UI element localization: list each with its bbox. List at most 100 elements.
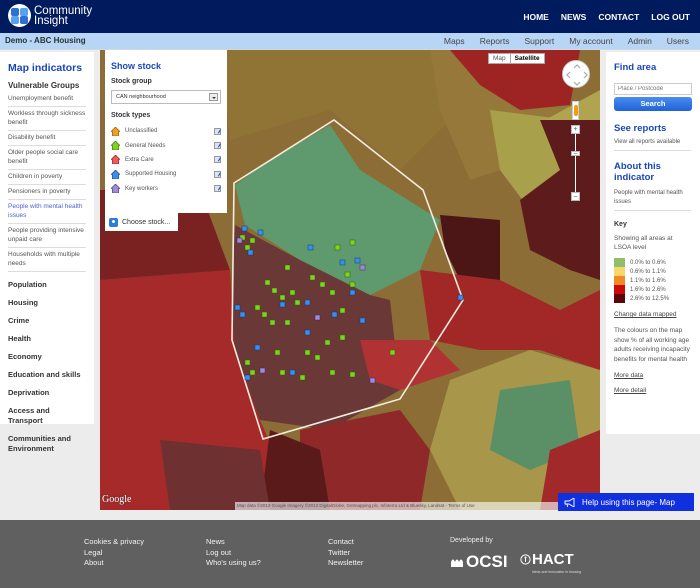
category-crime[interactable]: Crime <box>8 316 30 325</box>
indicator-workless-sickness[interactable]: Workless through sickness benefit <box>8 107 86 131</box>
footer-logout-link[interactable]: Log out <box>206 547 232 557</box>
subnav-my-account[interactable]: My account <box>569 36 613 46</box>
map-attribution[interactable]: Map data ©2013 Google Imagery ©2013 Digi… <box>235 502 598 510</box>
stock-type-key-workers[interactable]: Key workers <box>111 182 221 196</box>
footer-twitter-link[interactable]: Twitter <box>328 547 351 557</box>
map-type-satellite[interactable]: Satellite <box>509 54 544 63</box>
more-data-link[interactable]: More data <box>614 372 644 379</box>
change-data-link[interactable]: Change data mapped <box>614 311 677 318</box>
category-education[interactable]: Education and skills <box>8 370 81 379</box>
about-indicator-title: About this indicator <box>614 161 661 183</box>
indicator-unpaid-care[interactable]: People providing intensive unpaid care <box>8 224 86 248</box>
category-housing[interactable]: Housing <box>8 298 38 307</box>
hact-text: HACT <box>532 551 574 568</box>
zoom-control: + – – <box>571 125 580 201</box>
indicator-older-people-care[interactable]: Older people social care benefit <box>8 146 86 170</box>
category-health[interactable]: Health <box>8 334 31 343</box>
category-population[interactable]: Population <box>8 280 47 289</box>
zoom-in-button[interactable]: + <box>571 125 580 134</box>
stock-type-label: Key workers <box>125 185 159 192</box>
subnav-users[interactable]: Users <box>666 36 689 46</box>
view-all-reports-link[interactable]: View all reports available <box>614 138 691 151</box>
stock-type-supported-housing[interactable]: Supported Housing <box>111 167 221 181</box>
place-postcode-input[interactable] <box>614 83 692 95</box>
stock-type-extra-care[interactable]: Extra Care <box>111 153 221 167</box>
checkbox-supported-housing[interactable] <box>214 170 221 178</box>
nav-logout[interactable]: LOG OUT <box>651 12 690 22</box>
more-detail-link[interactable]: More detail <box>614 387 647 394</box>
indicator-multiple-needs[interactable]: Households with multiple needs <box>8 248 86 272</box>
legend-swatch <box>614 294 625 303</box>
stock-type-general-needs[interactable]: General Needs <box>111 138 221 152</box>
subnav-admin[interactable]: Admin <box>627 36 652 46</box>
logo[interactable]: Community Insight <box>8 4 92 27</box>
indicator-pensioners-poverty[interactable]: Pensioners in poverty <box>8 185 86 200</box>
choropleth-map[interactable] <box>100 50 600 510</box>
stock-type-label: Supported Housing <box>125 171 177 178</box>
subnav-reports[interactable]: Reports <box>479 36 510 46</box>
map-indicators-panel: Map indicators Vulnerable Groups Unemplo… <box>0 52 94 453</box>
footer-whos-using-link[interactable]: Who's using us? <box>206 558 261 567</box>
choose-stock-button[interactable]: Choose stock... <box>105 213 178 231</box>
stock-panel-title: Show stock <box>111 61 162 71</box>
street-view-pegman-icon[interactable] <box>572 101 579 120</box>
hact-logo[interactable]: HACT <box>520 551 574 568</box>
legend-row: 1.6% to 2.6% <box>614 285 691 294</box>
nav-news[interactable]: NEWS <box>560 12 587 22</box>
ocsi-logo[interactable]: OCSI <box>450 552 508 572</box>
subnav-maps[interactable]: Maps <box>443 36 465 46</box>
top-nav: HOME NEWS CONTACT LOG OUT <box>523 12 690 22</box>
indicator-disability[interactable]: Disability benefit <box>8 131 86 146</box>
stock-type-unclassified[interactable]: Unclassified <box>111 124 221 138</box>
category-economy[interactable]: Economy <box>8 352 42 361</box>
subnav-support[interactable]: Support <box>524 36 555 46</box>
footer-contact-link[interactable]: Contact <box>328 537 354 546</box>
footer-cookies-link[interactable]: Cookies & privacy <box>84 537 145 546</box>
group-title[interactable]: Vulnerable Groups <box>8 81 80 90</box>
footer-legal-link[interactable]: Legal <box>84 547 103 557</box>
checkbox-general-needs[interactable] <box>214 142 221 150</box>
search-button[interactable]: Search <box>614 97 692 111</box>
category-communities[interactable]: Communities and Environment <box>8 434 71 453</box>
indicator-children-poverty[interactable]: Children in poverty <box>8 170 86 185</box>
see-reports-title[interactable]: See reports <box>614 123 667 134</box>
logo-text: Community Insight <box>34 5 92 27</box>
indicator-mental-health[interactable]: People with mental health issues <box>8 200 86 224</box>
megaphone-icon <box>564 497 575 507</box>
legend-swatch <box>614 285 625 294</box>
legend-row: 0.6% to 1.1% <box>614 267 691 276</box>
zoom-slider-track[interactable] <box>575 134 576 192</box>
stock-markers[interactable] <box>234 225 464 384</box>
legend-swatch <box>614 258 625 267</box>
category-deprivation[interactable]: Deprivation <box>8 388 50 397</box>
stock-group-value: CAN neighbourhood <box>116 94 166 100</box>
find-area-title: Find area <box>614 62 657 73</box>
nav-contact[interactable]: CONTACT <box>598 12 640 22</box>
hact-emblem-icon <box>520 554 531 565</box>
zoom-out-button[interactable]: – <box>571 192 580 201</box>
zoom-slider-handle[interactable]: – <box>571 150 580 157</box>
house-icon <box>111 155 120 165</box>
pan-control[interactable] <box>562 60 590 88</box>
footer-newsletter-link[interactable]: Newsletter <box>328 558 364 567</box>
checkbox-key-workers[interactable] <box>214 185 221 193</box>
stock-group-select[interactable]: CAN neighbourhood <box>111 90 221 104</box>
nav-home[interactable]: HOME <box>523 12 549 22</box>
indicator-unemployment[interactable]: Unemployment benefit <box>8 92 86 107</box>
map-canvas[interactable]: Show stock Stock group CAN neighbourhood… <box>100 50 600 510</box>
category-access-transport[interactable]: Access and Transport <box>8 406 50 425</box>
help-button[interactable]: Help using this page- Map <box>558 493 694 511</box>
map-type-map[interactable]: Map <box>493 55 506 62</box>
chevron-down-icon[interactable] <box>209 93 218 101</box>
footer-news-link[interactable]: News <box>206 537 225 546</box>
panel-title: Map indicators <box>8 62 83 74</box>
legend-swatch <box>614 267 625 276</box>
checkbox-extra-care[interactable] <box>214 156 221 164</box>
house-icon <box>111 141 120 151</box>
indicator-name: People with mental health issues <box>614 189 691 211</box>
footer-col-2: News Log out Who's using us? <box>206 537 261 569</box>
footer-about-link[interactable]: About <box>84 558 104 567</box>
house-icon <box>111 126 120 136</box>
checkbox-unclassified[interactable] <box>214 127 221 135</box>
stock-type-label: Extra Care <box>125 156 154 163</box>
